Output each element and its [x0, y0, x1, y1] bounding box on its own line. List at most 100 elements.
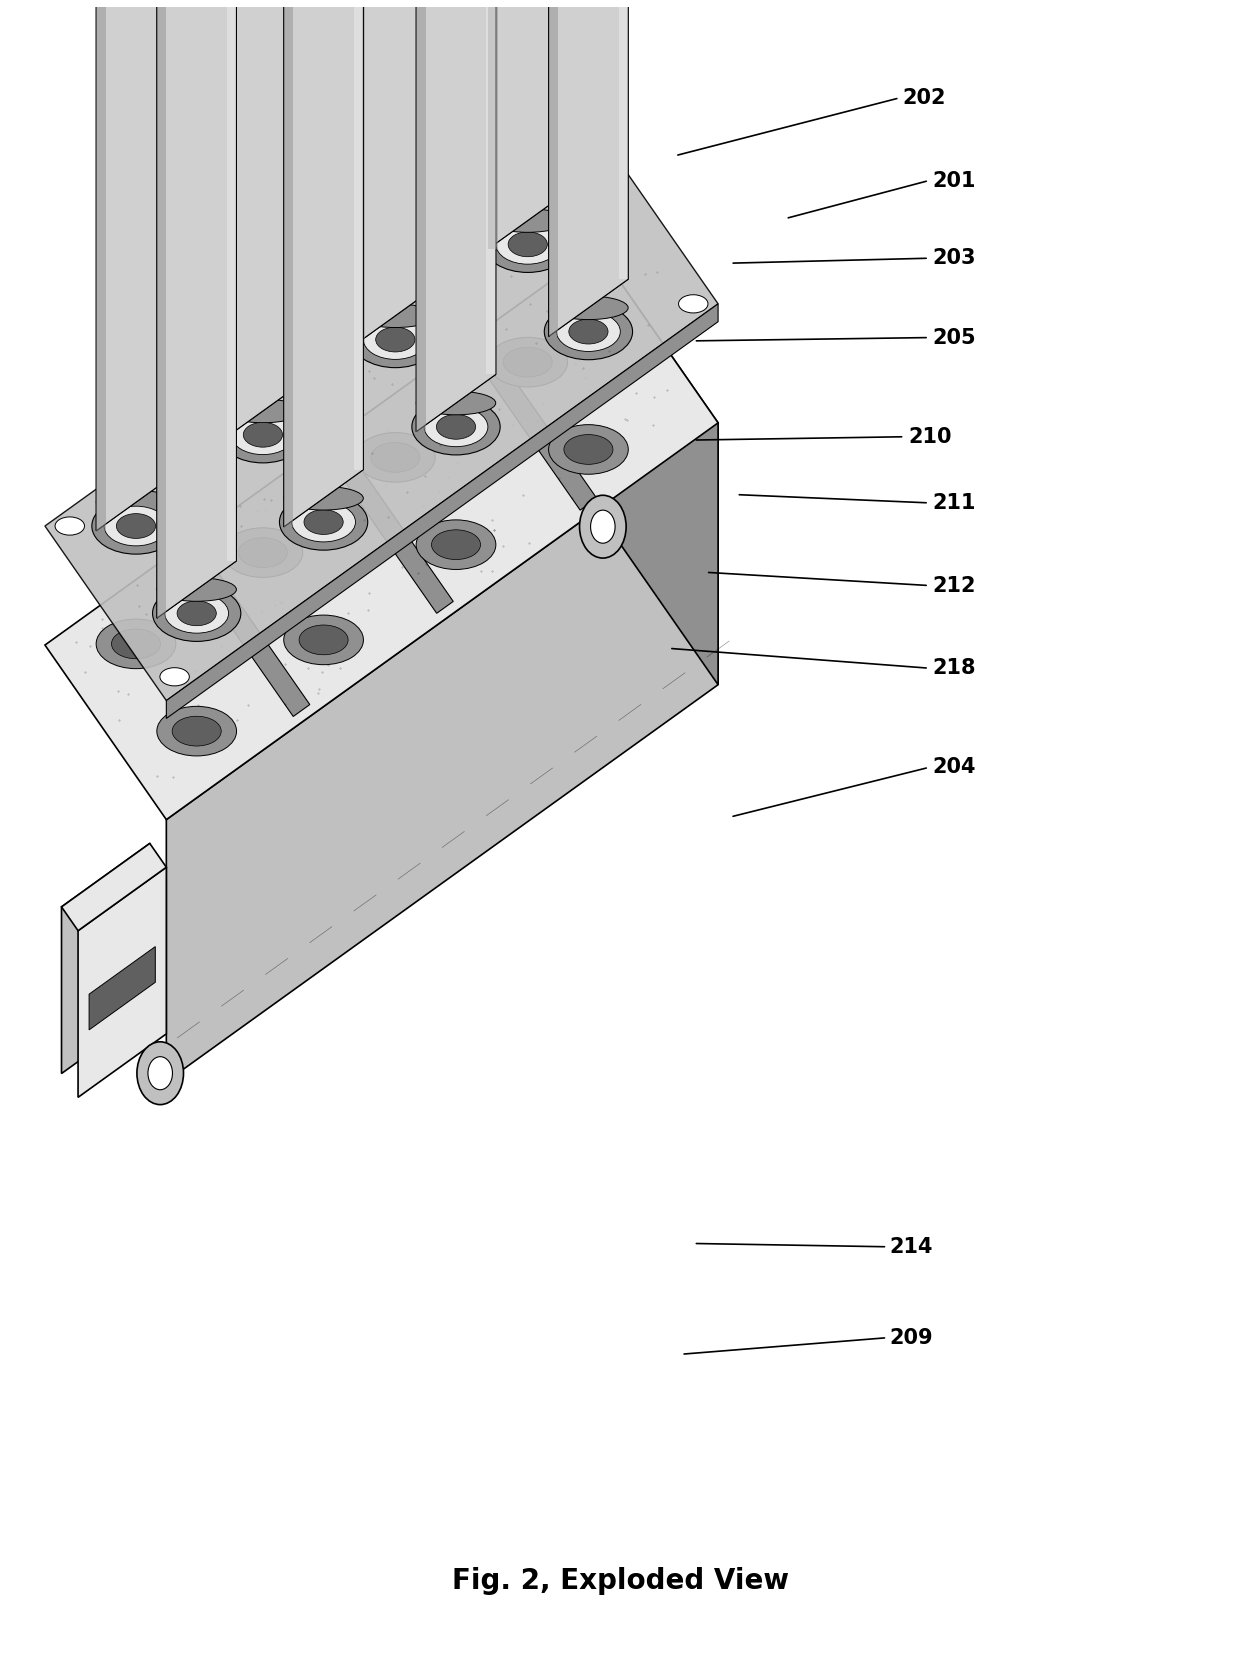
Ellipse shape: [356, 303, 435, 327]
Ellipse shape: [569, 318, 608, 343]
Ellipse shape: [549, 297, 629, 320]
Polygon shape: [356, 0, 365, 345]
Polygon shape: [596, 248, 718, 685]
Polygon shape: [549, 0, 629, 337]
Polygon shape: [78, 867, 166, 1097]
Polygon shape: [166, 0, 176, 473]
Polygon shape: [45, 130, 718, 700]
Polygon shape: [470, 340, 596, 510]
Polygon shape: [223, 0, 303, 440]
Text: 205: 205: [932, 328, 976, 347]
Polygon shape: [223, 0, 303, 440]
Ellipse shape: [503, 347, 552, 377]
Ellipse shape: [371, 442, 420, 472]
Text: 210: 210: [908, 427, 951, 447]
Ellipse shape: [579, 495, 626, 558]
Polygon shape: [353, 0, 363, 470]
Ellipse shape: [356, 433, 435, 482]
Ellipse shape: [284, 487, 363, 510]
Ellipse shape: [177, 600, 216, 625]
Ellipse shape: [157, 578, 237, 602]
Polygon shape: [417, 0, 425, 432]
Text: 211: 211: [932, 493, 976, 513]
Polygon shape: [489, 0, 568, 248]
Polygon shape: [356, 0, 435, 345]
Text: 218: 218: [932, 658, 976, 678]
Ellipse shape: [92, 498, 180, 553]
Ellipse shape: [590, 510, 615, 543]
Ellipse shape: [487, 337, 568, 387]
Ellipse shape: [424, 407, 487, 447]
Polygon shape: [293, 0, 303, 382]
Polygon shape: [326, 443, 454, 613]
Text: 203: 203: [932, 248, 976, 268]
Polygon shape: [425, 0, 435, 287]
Ellipse shape: [436, 415, 476, 438]
Polygon shape: [97, 0, 176, 530]
Text: Fig. 2, Exploded View: Fig. 2, Exploded View: [451, 1567, 789, 1595]
Ellipse shape: [304, 510, 343, 535]
Ellipse shape: [484, 217, 572, 272]
Ellipse shape: [136, 1042, 184, 1105]
Polygon shape: [489, 0, 497, 248]
Ellipse shape: [117, 513, 155, 538]
Ellipse shape: [160, 668, 190, 685]
Ellipse shape: [148, 1057, 172, 1090]
Ellipse shape: [564, 435, 613, 465]
Ellipse shape: [284, 615, 363, 665]
Text: 202: 202: [901, 88, 946, 108]
Text: 212: 212: [932, 575, 976, 595]
Ellipse shape: [279, 493, 368, 550]
Polygon shape: [157, 0, 237, 618]
Ellipse shape: [97, 618, 176, 668]
Polygon shape: [97, 0, 176, 530]
Ellipse shape: [432, 530, 481, 560]
Ellipse shape: [172, 717, 221, 747]
Ellipse shape: [508, 232, 547, 257]
Text: 209: 209: [890, 1327, 934, 1347]
Polygon shape: [166, 303, 718, 718]
Text: 204: 204: [932, 757, 976, 777]
Ellipse shape: [223, 398, 303, 423]
Ellipse shape: [218, 407, 308, 463]
Ellipse shape: [544, 303, 632, 360]
Ellipse shape: [678, 295, 708, 313]
Ellipse shape: [55, 517, 84, 535]
Polygon shape: [62, 844, 150, 1074]
Polygon shape: [89, 947, 155, 1030]
Polygon shape: [549, 0, 629, 337]
Ellipse shape: [496, 225, 559, 263]
Polygon shape: [489, 0, 568, 248]
Ellipse shape: [231, 415, 295, 455]
Ellipse shape: [548, 425, 629, 473]
Ellipse shape: [165, 593, 228, 633]
Polygon shape: [223, 0, 233, 440]
Ellipse shape: [412, 398, 500, 455]
Polygon shape: [417, 0, 496, 432]
Ellipse shape: [104, 507, 167, 545]
Ellipse shape: [112, 628, 160, 658]
Polygon shape: [284, 0, 363, 527]
Polygon shape: [157, 0, 237, 618]
Polygon shape: [284, 0, 294, 527]
Text: 214: 214: [890, 1237, 934, 1257]
Polygon shape: [417, 0, 496, 432]
Ellipse shape: [363, 320, 428, 360]
Ellipse shape: [417, 520, 496, 570]
Polygon shape: [166, 423, 718, 1082]
Polygon shape: [157, 0, 166, 618]
Ellipse shape: [299, 625, 348, 655]
Ellipse shape: [223, 528, 303, 577]
Polygon shape: [227, 0, 237, 560]
Polygon shape: [97, 0, 105, 530]
Polygon shape: [356, 0, 435, 345]
Ellipse shape: [243, 422, 283, 447]
Ellipse shape: [351, 312, 439, 368]
Polygon shape: [619, 0, 629, 280]
Polygon shape: [62, 844, 166, 930]
Ellipse shape: [376, 327, 415, 352]
Text: 201: 201: [932, 170, 976, 190]
Polygon shape: [284, 0, 363, 527]
Ellipse shape: [153, 585, 241, 642]
Ellipse shape: [574, 143, 603, 162]
